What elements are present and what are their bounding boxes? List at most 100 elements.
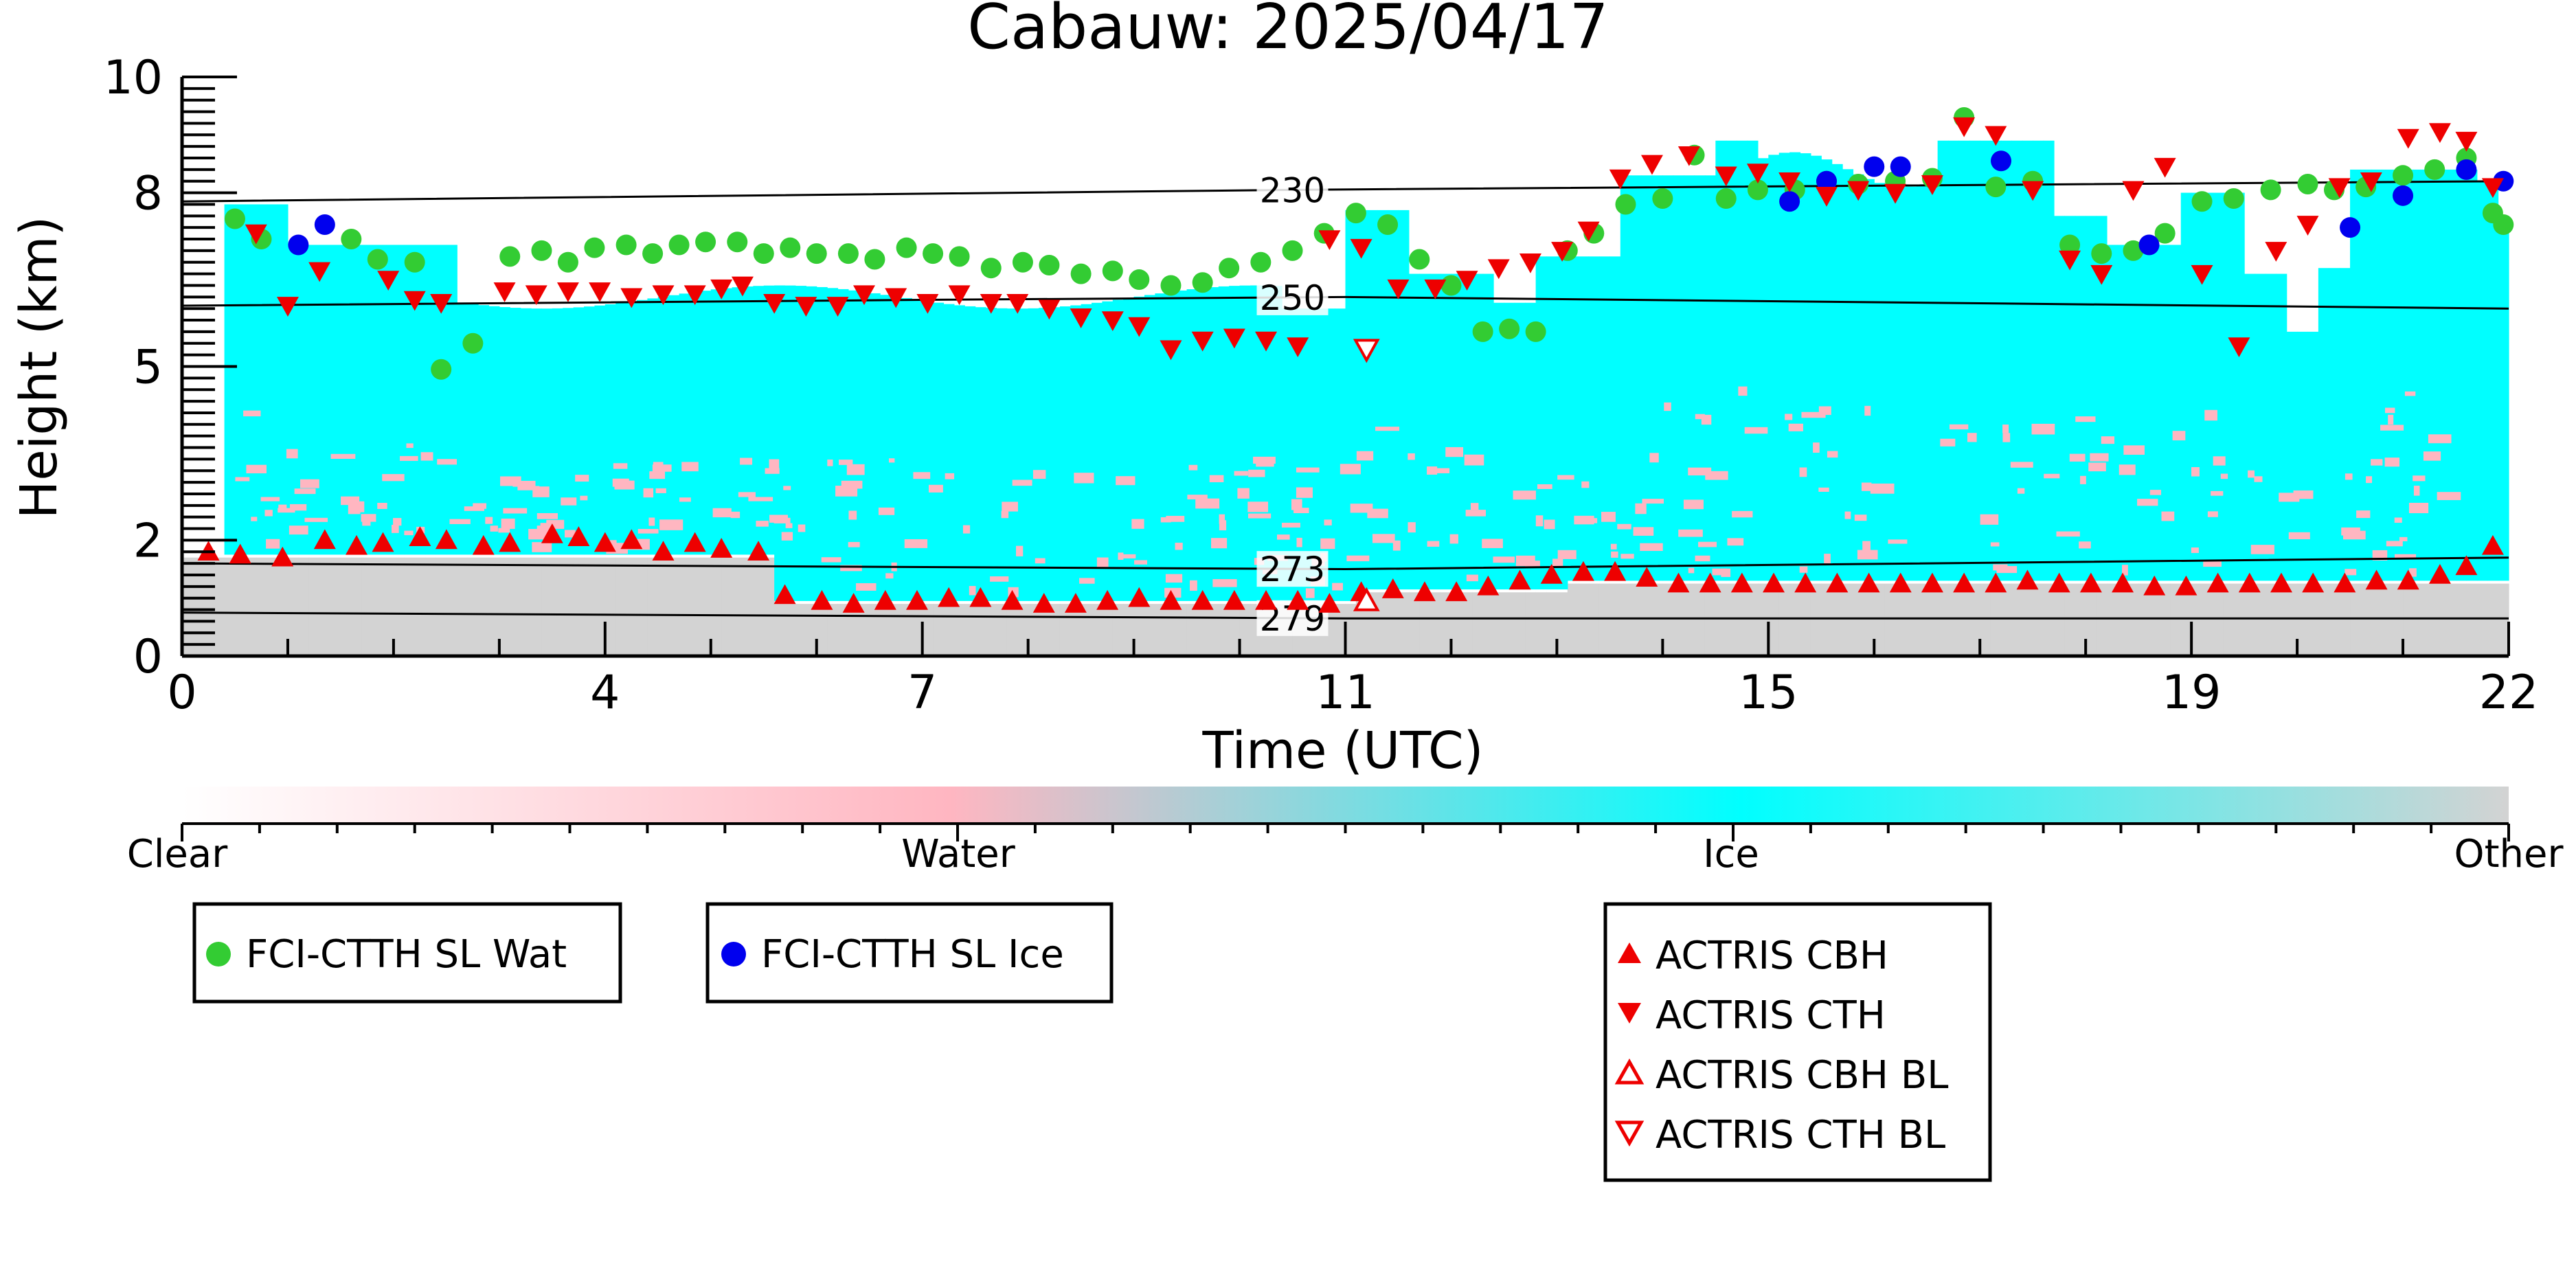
other-class-region [710,557,722,656]
water-class-streak [2069,453,2086,462]
water-class-streak [769,459,780,468]
water-class-streak [1744,427,1768,434]
water-class-streak [1116,476,1136,486]
ice-class-region [2043,140,2055,581]
other-class-region [2212,583,2224,656]
other-class-region [953,604,965,656]
water-class-streak [361,514,376,522]
other-class-region [457,557,468,656]
ice-class-region [1673,175,1684,581]
water-class-streak [913,472,931,479]
colorbar-label-other: Other [2454,832,2564,877]
other-class-region [1335,604,1346,656]
water-class-streak [382,474,405,482]
ice-class-region [605,304,616,555]
ice-class-region [1768,155,1780,581]
other-class-region [383,557,394,656]
ice-class-region [689,292,701,555]
other-class-region [975,604,986,656]
other-class-region [2382,583,2393,656]
actris-cth-point [710,279,733,300]
water-class-streak [1712,568,1727,576]
other-class-region [1906,583,1917,656]
legend-cbh-bl-label: ACTRIS CBH BL [1656,1053,1948,1098]
ice-class-region [933,302,945,601]
water-class-streak [243,410,261,417]
ice-class-region [1694,175,1706,581]
other-class-region [2180,583,2192,656]
ice-class-region [890,296,902,601]
actris-cth-point [1424,279,1447,300]
water-class-streak [1276,534,1290,540]
actris-cbh-point [1223,589,1245,610]
actris-cth-point [2122,181,2145,201]
other-class-region [2487,583,2499,656]
ice-class-region [1388,210,1399,590]
ice-class-region [2498,216,2509,581]
other-class-region [2159,583,2171,656]
actris-cth-point [1609,169,1631,190]
fci-ctth-sl-wat-point [980,258,1002,279]
other-class-region [1598,583,1610,656]
x-tick-label: 11 [1315,666,1375,720]
water-class-streak [783,486,791,490]
actris-cbh-point [2334,572,2356,593]
other-class-region [637,557,648,656]
ice-class-region [1059,306,1071,601]
other-class-region [298,557,310,656]
fci-ctth-sl-ice-point [1991,150,2012,172]
actris-cbh-point [372,532,394,552]
water-class-streak [740,457,753,465]
ice-class-region [996,308,1008,601]
fci-ctth-sl-wat-point [1499,318,1520,339]
water-class-streak [1118,554,1136,558]
actris-cbh-point [1445,581,1468,602]
water-class-streak [945,473,955,479]
water-class-streak [304,517,328,522]
ice-class-region [943,304,955,601]
other-class-region [351,557,363,656]
water-class-streak [1237,488,1250,499]
other-class-region [2033,583,2044,656]
water-class-streak [2366,476,2373,484]
actris-cth-point [1985,126,2007,146]
water-class-streak [1688,467,1712,476]
other-class-region [277,557,289,656]
ice-class-region [2360,169,2372,581]
legend-cbh-bl-marker [1614,1058,1645,1085]
ice-class-region [657,297,669,555]
water-class-streak [1209,475,1224,483]
actris-cbh-point [2302,572,2325,593]
other-class-region [224,557,236,656]
colorbar-gradient [182,787,2509,822]
other-class-region [2149,583,2160,656]
water-class-streak [785,523,793,528]
ice-class-region [647,298,659,555]
ice-class-region [2476,181,2488,581]
fci-ctth-sl-wat-point [1747,179,1768,201]
other-class-region [404,557,416,656]
ice-class-region [2424,169,2435,581]
fci-ctth-sl-wat-point [2424,159,2445,180]
ice-class-region [573,307,585,555]
ice-class-region [2307,331,2319,581]
ice-class-region [1789,152,1801,581]
water-class-streak [1340,464,1361,475]
water-class-streak [1392,540,1401,551]
other-class-region [1588,583,1600,656]
water-class-streak [1367,508,1388,519]
ice-class-region [1017,308,1029,601]
water-class-streak [1861,482,1872,491]
water-class-streak [2172,431,2186,441]
other-class-region [182,557,193,656]
other-class-region [1218,604,1230,656]
actris-cbh-point [747,541,770,561]
other-class-region [679,557,690,656]
water-class-streak [330,453,356,459]
water-class-streak [393,518,402,526]
actris-cth-point [1038,300,1061,320]
ice-class-region [488,306,500,555]
other-class-region [2424,583,2435,656]
ice-class-region [1651,175,1663,581]
ice-class-region [1715,140,1727,581]
